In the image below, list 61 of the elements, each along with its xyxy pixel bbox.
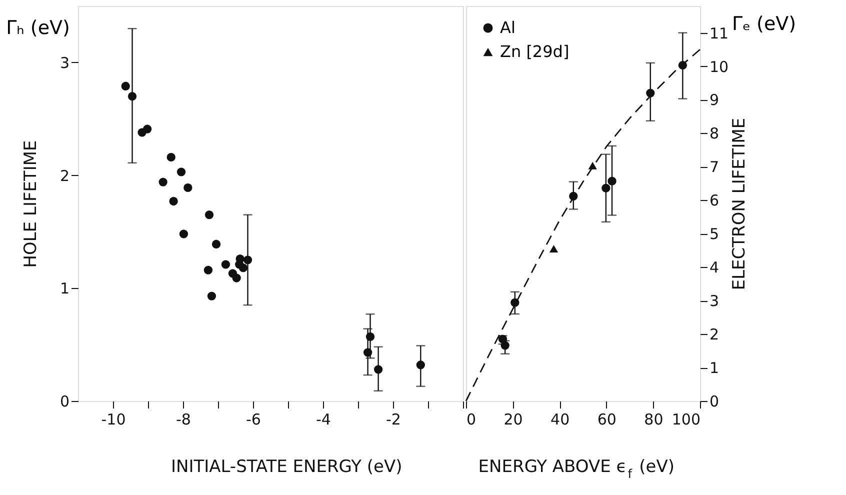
y-tick-label: 2 — [60, 166, 70, 185]
point — [158, 178, 168, 186]
point — [179, 230, 188, 238]
point — [121, 82, 130, 90]
y2-tick-label: 5 — [710, 225, 720, 244]
text: Γₑ (eV) — [732, 13, 796, 35]
x-tick-label: 0 — [466, 410, 476, 428]
y2-tick-label: 8 — [710, 124, 720, 143]
point — [128, 92, 137, 101]
x-tick-label: -8 — [176, 410, 191, 428]
y2-tick-label: 3 — [710, 292, 720, 310]
x-tick-label: 80 — [644, 410, 664, 428]
point — [366, 332, 375, 341]
x-tick-label: -4 — [316, 410, 331, 428]
x-tick-label: 20 — [504, 410, 523, 428]
text: Γₕ (eV) — [6, 17, 70, 39]
point — [363, 348, 372, 357]
point — [238, 264, 248, 272]
point — [221, 260, 230, 269]
point — [204, 210, 214, 220]
x-tick-label: -10 — [101, 410, 126, 428]
point — [166, 152, 176, 162]
point — [588, 162, 597, 170]
point — [169, 196, 178, 206]
legend-label: Al — [500, 18, 516, 37]
point — [212, 240, 221, 248]
point — [374, 365, 383, 374]
point — [602, 184, 610, 192]
point — [207, 292, 216, 300]
y2-tick-label: 7 — [710, 158, 720, 176]
point — [416, 360, 425, 370]
point — [184, 183, 192, 192]
y2-tick-label: 11 — [710, 24, 729, 42]
point — [232, 274, 241, 282]
point — [500, 341, 510, 350]
y-tick-label: 3 — [60, 54, 70, 72]
x-tick-label: -2 — [386, 410, 401, 428]
point — [549, 244, 558, 252]
point — [243, 256, 252, 264]
y2-tick-label: 2 — [710, 326, 720, 344]
x-tick-label: -6 — [246, 410, 261, 428]
point — [176, 168, 186, 176]
y2-tick-label: 1 — [710, 359, 720, 378]
y2-tick-label: 9 — [710, 91, 720, 110]
y2-tick-label: 6 — [710, 192, 720, 210]
x-axis-title: INITIAL-STATE ENERGY (eV) — [170, 457, 402, 477]
point — [608, 176, 616, 186]
point — [510, 298, 520, 307]
legend-label: Zn [29d] — [500, 42, 570, 61]
point — [142, 124, 152, 134]
x-tick-label: 40 — [550, 410, 570, 428]
y-tick-label: 0 — [60, 392, 70, 410]
y-tick-label: 1 — [60, 280, 70, 298]
x-tick-label: 100 — [672, 410, 700, 428]
y2-tick-label: 10 — [710, 58, 729, 76]
y2-tick-label: 4 — [710, 258, 720, 277]
point — [204, 266, 213, 274]
y2-tick-label: 0 — [710, 392, 720, 410]
x-tick-label: 60 — [597, 410, 616, 428]
y2-axis-title: ELECTRON LIFETIME — [730, 118, 750, 290]
y-axis-title: HOLE LIFETIME — [20, 140, 41, 268]
